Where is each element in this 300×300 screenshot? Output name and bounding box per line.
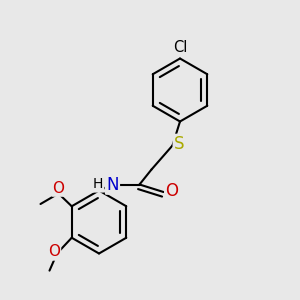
Text: O: O bbox=[48, 244, 60, 260]
Text: S: S bbox=[174, 135, 184, 153]
Text: H: H bbox=[93, 178, 103, 191]
Text: O: O bbox=[52, 181, 64, 196]
Text: N: N bbox=[106, 176, 119, 194]
Text: Cl: Cl bbox=[173, 40, 187, 55]
Text: O: O bbox=[165, 182, 178, 200]
